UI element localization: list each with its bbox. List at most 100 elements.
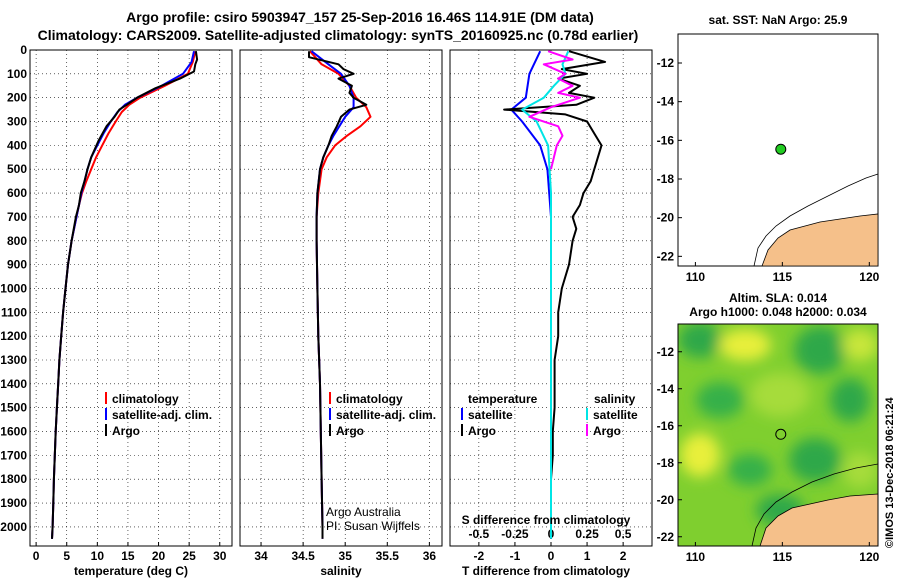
- x-tick-label: 10: [91, 549, 105, 563]
- lon-tick-label: 115: [773, 550, 793, 564]
- depth-tick-label: 1500: [0, 401, 27, 415]
- depth-tick-label: 0: [20, 43, 27, 57]
- salinity-legend: climatology satellite-adj. clim. Argo: [329, 392, 436, 438]
- lat-tick-label: -18: [657, 172, 675, 186]
- depth-tick-labels: 0 100 200 300 400 500 600 700 800 900 1000 1100 1200…: [0, 43, 27, 534]
- x-tick-label: 2: [620, 549, 627, 563]
- depth-tick-label: 300: [7, 115, 27, 129]
- legend-label-t-satellite: satellite: [468, 408, 513, 422]
- lat-tick-label: -12: [657, 345, 675, 359]
- lat-tick-label: -12: [657, 56, 675, 70]
- lat-tick-label: -22: [657, 249, 675, 263]
- s-diff-tick-label: 0.5: [615, 527, 632, 541]
- series-line-3: [528, 50, 581, 170]
- lat-tick-label: -20: [657, 211, 675, 225]
- salinity-panel: 34 34.5 35 35.5 36 salinity climatology sate…: [239, 49, 443, 578]
- lat-tick-label: -16: [657, 419, 675, 433]
- depth-tick-label: 1600: [0, 425, 27, 439]
- x-tick-label: 15: [121, 549, 135, 563]
- x-tick-label: 35.5: [376, 549, 400, 563]
- difference-tick-labels: -2 -1 0 1 2: [474, 549, 627, 563]
- depth-tick-label: 1200: [0, 329, 27, 343]
- legend-heading-temperature: temperature: [468, 392, 538, 406]
- depth-tick-label: 1700: [0, 448, 27, 462]
- depth-tick-label: 900: [7, 258, 27, 272]
- salinity-tick-labels: 34 34.5 35 35.5 36: [254, 549, 436, 563]
- salinity-grid: [240, 49, 442, 546]
- legend-label-t-argo: Argo: [468, 424, 496, 438]
- lon-tick-label: 120: [859, 550, 879, 564]
- x-tick-label: 1: [584, 549, 591, 563]
- sla-field-blobs: [678, 324, 878, 526]
- depth-tick-label: 400: [7, 138, 27, 152]
- temperature-axes-frame: [29, 49, 233, 547]
- x-tick-label: 25: [182, 549, 196, 563]
- x-tick-label: 34.5: [291, 549, 315, 563]
- sla-map-land: [759, 493, 878, 546]
- sst-map-title: sat. SST: NaN Argo: 25.9: [709, 13, 848, 27]
- legend-heading-salinity: salinity: [594, 392, 636, 406]
- x-tick-label: 20: [152, 549, 166, 563]
- series-line-0: [51, 50, 197, 539]
- sst-map-contour: [753, 173, 879, 267]
- depth-tick-label: 100: [7, 67, 27, 81]
- x-tick-label: 0: [548, 549, 555, 563]
- legend-label-argo: Argo: [336, 424, 364, 438]
- s-diff-tick-label: -0.5: [469, 527, 490, 541]
- temperature-xlabel: temperature (deg C): [74, 564, 188, 578]
- sst-map-lon-labels: 110 115 120: [686, 262, 880, 284]
- imos-credit: ©IMOS 13-Dec-2018 06:21:24: [884, 397, 896, 548]
- legend-label-argo: Argo: [112, 424, 140, 438]
- depth-tick-label: 1100: [1, 305, 27, 319]
- x-tick-label: -1: [510, 549, 521, 563]
- lat-tick-label: -14: [657, 95, 675, 109]
- legend-label-climatology: climatology: [112, 392, 179, 406]
- difference-panel: -2 -1 0 1 2 -0.5 -0.25 0 0.25 0.5 S difference f…: [449, 49, 653, 578]
- salinity-difference-tick-labels: -0.5 -0.25 0 0.25 0.5: [469, 527, 632, 541]
- s-difference-xlabel: S difference from climatology: [462, 513, 631, 527]
- salinity-series: [308, 50, 372, 539]
- series-line-0: [510, 50, 552, 539]
- sla-argo-location-marker: [775, 428, 787, 440]
- depth-tick-label: 700: [7, 210, 27, 224]
- sla-map-lat-labels: -12 -14 -16 -18 -20 -22: [657, 345, 682, 544]
- lat-tick-label: -14: [657, 382, 675, 396]
- temperature-legend: climatology satellite-adj. clim. Argo: [105, 392, 212, 438]
- series-line-2: [308, 51, 368, 539]
- difference-legend: temperature satellite Argo salinity sate…: [461, 392, 638, 438]
- depth-tick-label: 800: [7, 234, 27, 248]
- difference-series: [503, 50, 607, 539]
- s-diff-tick-label: 0.25: [575, 527, 599, 541]
- credit-pi: PI: Susan Wijffels: [326, 519, 420, 533]
- s-diff-tick-label: -0.25: [501, 527, 529, 541]
- depth-tick-label: 1800: [0, 472, 27, 486]
- depth-tick-label: 1300: [0, 353, 27, 367]
- credit-argo-australia: Argo Australia: [326, 505, 401, 519]
- legend-label-s-satellite: satellite: [593, 408, 638, 422]
- x-tick-label: 35: [339, 549, 353, 563]
- sst-map-lat-labels: -12 -14 -16 -18 -20 -22: [657, 56, 682, 263]
- sla-map-title-line2: Argo h1000: 0.048 h2000: 0.034: [689, 305, 867, 319]
- sla-map: Altim. SLA: 0.014 Argo h1000: 0.048 h200…: [657, 291, 880, 564]
- legend-label-satellite: satellite-adj. clim.: [336, 408, 436, 422]
- lat-tick-label: -18: [657, 456, 675, 470]
- legend-label-s-argo: Argo: [593, 424, 621, 438]
- figure-title-line2: Climatology: CARS2009. Satellite-adjuste…: [38, 27, 639, 43]
- salinity-xlabel: salinity: [320, 564, 362, 578]
- lat-tick-label: -16: [657, 133, 675, 147]
- lat-tick-label: -20: [657, 493, 675, 507]
- depth-tick-label: 200: [7, 91, 27, 105]
- sla-map-contour: [751, 463, 878, 546]
- sst-map-land: [761, 213, 879, 267]
- depth-tick-label: 2000: [0, 520, 27, 534]
- t-difference-xlabel: T difference from climatology: [462, 564, 630, 578]
- depth-tick-label: 1900: [0, 496, 27, 510]
- sla-map-frame: [677, 323, 879, 547]
- legend-label-satellite: satellite-adj. clim.: [112, 408, 212, 422]
- sst-argo-location-marker: [775, 143, 787, 155]
- x-tick-label: 5: [63, 549, 70, 563]
- figure-title-line1: Argo profile: csiro 5903947_157 25-Sep-2…: [126, 9, 594, 25]
- lon-tick-label: 115: [773, 270, 793, 284]
- depth-tick-label: 600: [7, 186, 27, 200]
